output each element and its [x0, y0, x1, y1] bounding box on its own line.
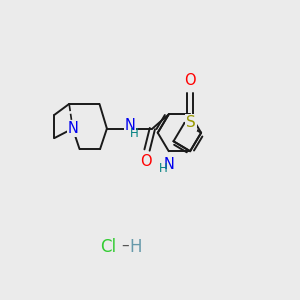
Text: N: N	[67, 121, 78, 136]
Text: N: N	[124, 118, 135, 133]
Text: H: H	[130, 128, 139, 140]
Text: N: N	[164, 157, 175, 172]
Text: S: S	[186, 115, 196, 130]
Text: H: H	[130, 238, 142, 256]
Text: –: –	[121, 238, 128, 253]
Text: H: H	[159, 162, 168, 175]
Text: O: O	[184, 74, 196, 88]
Text: Cl: Cl	[100, 238, 116, 256]
Text: O: O	[141, 154, 152, 169]
